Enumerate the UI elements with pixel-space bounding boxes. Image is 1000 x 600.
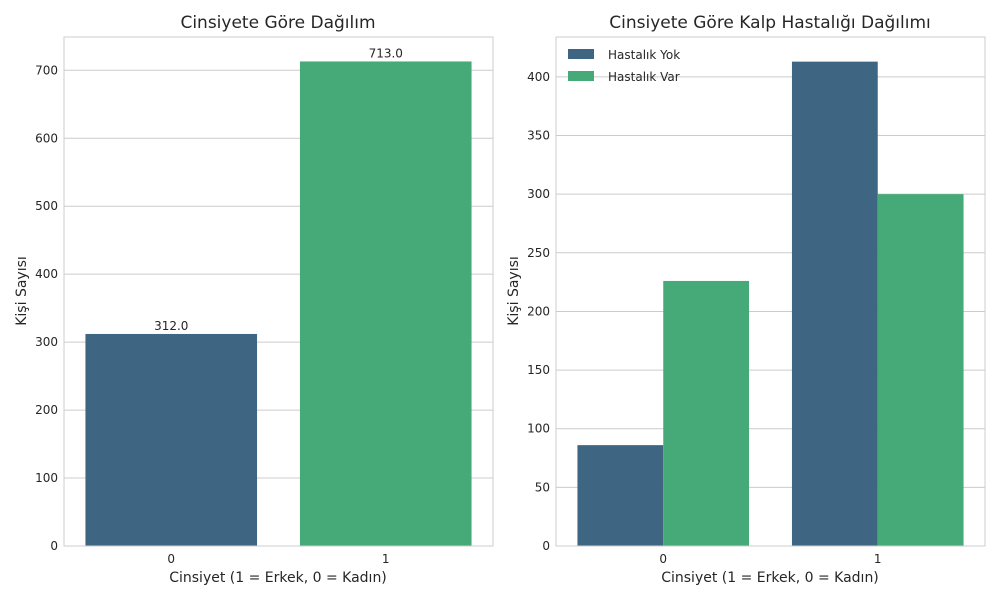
chart-gender-distribution: Cinsiyete Göre Dağılım 312.0 713.0 0 100 20… [14, 13, 494, 586]
y-tick-label: 50 [535, 480, 550, 494]
legend-swatch-hastalik-yok [568, 49, 594, 59]
y-axis-label: Kişi Sayısı [506, 256, 522, 326]
y-tick-label: 400 [35, 267, 58, 281]
y-tick-label: 100 [527, 422, 550, 436]
y-tick-label: 250 [527, 246, 550, 260]
data-label: 312.0 [154, 319, 188, 333]
x-tick-label: 1 [874, 552, 882, 566]
x-tick-label: 0 [659, 552, 667, 566]
bar [663, 280, 750, 546]
data-label: 713.0 [369, 46, 403, 60]
x-axis-label: Cinsiyet (1 = Erkek, 0 = Kadın) [169, 570, 387, 586]
bar [877, 194, 964, 546]
y-tick-label: 150 [527, 363, 550, 377]
y-tick-label: 300 [35, 335, 58, 349]
bar [577, 445, 664, 546]
bar [299, 61, 472, 546]
plot-frame [555, 36, 986, 547]
y-tick-label: 600 [35, 131, 58, 145]
y-tick-label: 350 [527, 129, 550, 143]
y-tick-label: 0 [50, 539, 58, 553]
plot-frame [63, 36, 494, 547]
y-tick-label: 200 [35, 403, 58, 417]
legend-swatch-hastalik-var [568, 71, 594, 81]
chart-title: Cinsiyete Göre Dağılım [180, 13, 375, 33]
bars [577, 61, 964, 547]
chart-title: Cinsiyete Göre Kalp Hastalığı Dağılımı [609, 13, 931, 33]
x-tick-label: 0 [167, 552, 175, 566]
bar [791, 61, 878, 547]
y-tick-label: 700 [35, 63, 58, 77]
bars: 312.0 713.0 [85, 46, 472, 546]
ticks: 0 50 100 150 200 250 300 350 400 0 1 [527, 70, 881, 566]
y-tick-label: 500 [35, 199, 58, 213]
x-tick-label: 1 [382, 552, 390, 566]
y-tick-label: 300 [527, 187, 550, 201]
y-tick-label: 200 [527, 304, 550, 318]
legend: Hastalık Yok Hastalık Var [568, 48, 680, 84]
y-tick-label: 400 [527, 70, 550, 84]
bar [85, 333, 258, 546]
ticks: 0 100 200 300 400 500 600 700 0 1 [35, 63, 389, 566]
x-axis-label: Cinsiyet (1 = Erkek, 0 = Kadın) [661, 570, 879, 586]
chart-heart-disease-by-gender: Cinsiyete Göre Kalp Hastalığı Dağılımı 0… [506, 13, 986, 586]
y-tick-label: 100 [35, 471, 58, 485]
legend-label-hastalik-var: Hastalık Var [608, 70, 680, 84]
y-axis-label: Kişi Sayısı [14, 256, 30, 326]
y-tick-label: 0 [542, 539, 550, 553]
legend-label-hastalik-yok: Hastalık Yok [608, 48, 680, 62]
